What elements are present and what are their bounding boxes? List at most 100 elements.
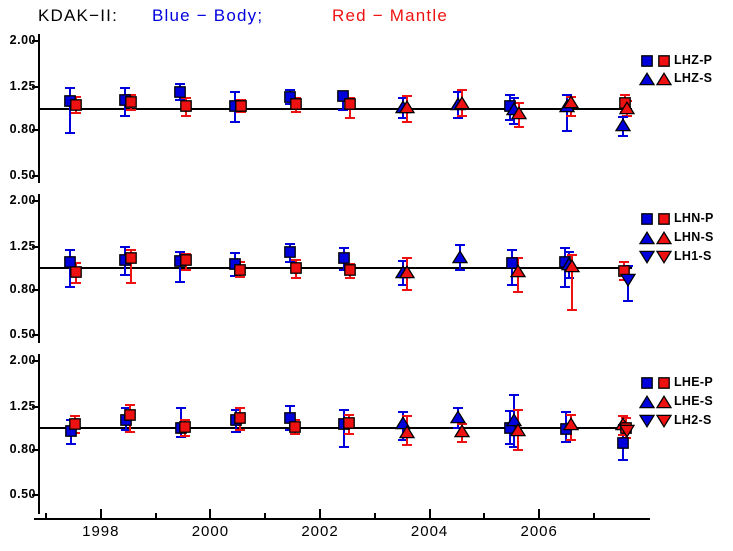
error-bar-cap (234, 407, 245, 410)
error-bar-cap (562, 93, 573, 96)
error-bar-cap (397, 284, 408, 287)
x-tick (45, 513, 47, 518)
y-tick (32, 129, 39, 132)
chart-title-station: KDAK−II: (38, 6, 118, 25)
chart-title-red-legend: Red − Mantle (332, 6, 448, 25)
legend-marker-square-blue (641, 377, 653, 389)
marker-square-red (179, 421, 191, 434)
error-bar-cap (508, 446, 519, 449)
error-bar-cap (401, 444, 412, 447)
error-bar-cap (623, 300, 634, 303)
error-bar-cap (564, 277, 575, 280)
legend-marker-tri-up-red (656, 394, 672, 409)
error-bar-cap (454, 269, 465, 272)
y-tick-label: 0.80 (9, 122, 36, 137)
marker-square-red (344, 264, 357, 277)
legend-marker-square-blue (641, 55, 653, 67)
error-bar-cap (284, 102, 295, 105)
error-bar-cap (290, 258, 301, 261)
legend-marker-square-red (658, 213, 670, 225)
error-bar-cap (65, 131, 76, 134)
error-bar-cap (290, 277, 301, 280)
error-bar-line (69, 87, 72, 133)
x-tick (319, 509, 321, 518)
error-bar-cap (456, 114, 467, 117)
y-axis (38, 34, 40, 183)
x-year-label: 2006 (520, 523, 558, 540)
legend-marker-square-blue (641, 213, 653, 225)
error-bar-cap (175, 99, 185, 102)
marker-square-blue (64, 255, 77, 268)
error-bar-cap (508, 96, 519, 99)
marker-square-blue (337, 89, 350, 102)
y-tick (32, 405, 39, 408)
error-bar-cap (229, 120, 240, 123)
error-bar-cap (622, 114, 633, 117)
y-tick (32, 245, 39, 248)
error-bar-cap (397, 438, 408, 441)
error-bar-cap (504, 93, 515, 96)
error-bar-cap (618, 115, 629, 118)
legend-marker-tri-down-red (656, 414, 672, 429)
error-bar-cap (120, 114, 131, 117)
error-bar-cap (284, 404, 295, 407)
error-bar-cap (65, 86, 76, 89)
marker-tri-up-red (453, 95, 470, 110)
error-bar-cap (512, 448, 523, 451)
error-bar-cap (618, 415, 629, 418)
marker-square-red (69, 417, 82, 430)
error-bar-cap (338, 109, 349, 112)
error-bar-cap (512, 408, 523, 411)
error-bar-cap (234, 429, 245, 432)
y-tick-label: 1.25 (9, 238, 36, 253)
error-bar-cap (345, 116, 356, 119)
error-bar-cap (230, 408, 241, 411)
y-tick-label: 1.25 (9, 398, 36, 413)
x-tick (209, 509, 212, 518)
marker-square-red (233, 264, 246, 277)
marker-tri-down-red (619, 424, 636, 439)
y-tick (32, 85, 39, 88)
error-bar-cap (71, 95, 82, 98)
error-bar-cap (401, 94, 412, 97)
error-bar-cap (290, 111, 301, 114)
error-bar-line (179, 252, 181, 282)
error-bar-cap (456, 89, 467, 92)
error-bar-cap (506, 248, 517, 251)
error-bar-cap (126, 248, 137, 251)
error-bar-cap (456, 440, 467, 443)
marker-tri-up-blue (615, 118, 632, 132)
error-bar-cap (70, 414, 81, 417)
reference-line (40, 107, 632, 110)
marker-square-blue (505, 256, 518, 269)
x-tick (373, 513, 376, 518)
marker-square-blue (283, 90, 296, 103)
error-bar-cap (121, 407, 132, 410)
error-bar-cap (289, 433, 300, 436)
legend-marker-square-red (658, 377, 670, 389)
error-bar-cap (620, 93, 631, 96)
error-bar-line (130, 249, 133, 283)
error-bar-cap (65, 248, 76, 251)
legend-marker-tri-up-blue (639, 230, 655, 245)
y-axis (38, 194, 40, 343)
error-bar-cap (229, 252, 240, 255)
error-bar-cap (339, 247, 350, 250)
error-bar-cap (175, 280, 185, 283)
error-bar-cap (176, 436, 186, 439)
legend-label: LH2-S (674, 413, 712, 427)
y-tick (32, 288, 39, 291)
error-bar-cap (508, 123, 519, 126)
y-axis (38, 354, 40, 514)
y-tick (32, 174, 39, 177)
error-bar-cap (126, 281, 137, 284)
marker-tri-up-blue (451, 250, 468, 264)
error-bar-cap (345, 262, 356, 265)
error-bar-cap (229, 90, 240, 93)
marker-tri-up-red (398, 265, 415, 279)
error-bar-cap (181, 97, 191, 100)
error-bar-cap (71, 261, 82, 264)
y-tick (32, 360, 39, 363)
legend-marker-tri-up-blue (639, 394, 655, 409)
marker-tri-up-red (453, 424, 470, 438)
